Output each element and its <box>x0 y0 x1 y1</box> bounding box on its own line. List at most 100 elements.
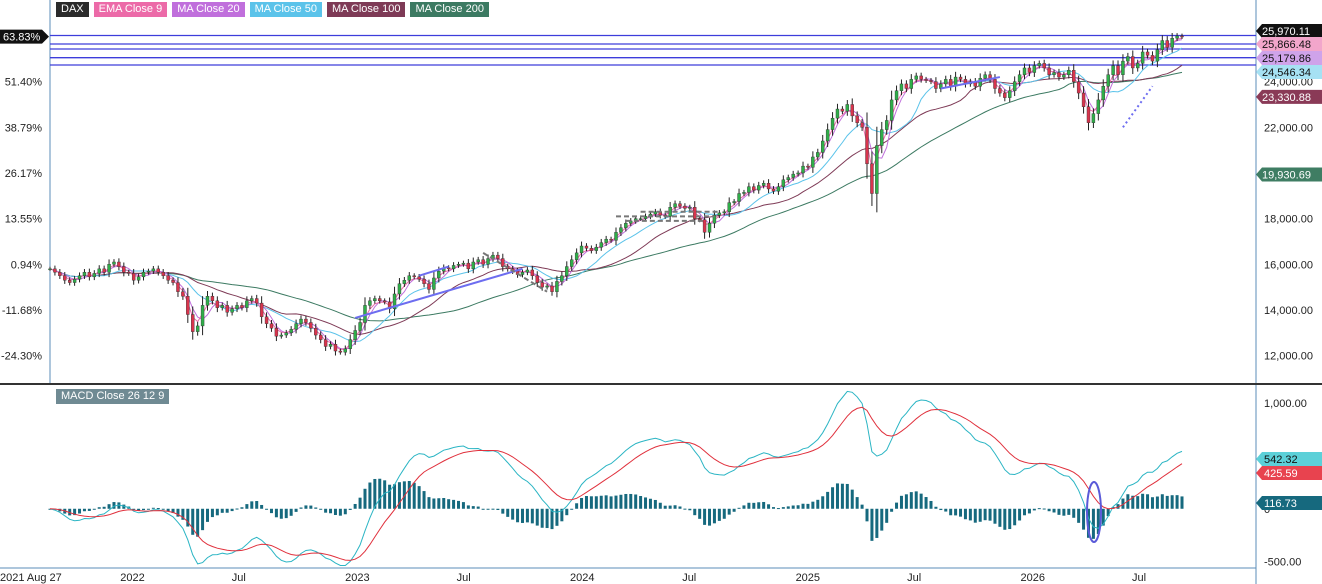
macd-histogram-bar <box>959 508 963 517</box>
candle-body <box>722 211 726 214</box>
macd-histogram-bar <box>412 482 416 509</box>
trendline-2023b <box>418 265 449 277</box>
candle-body <box>1116 65 1120 75</box>
candle-body <box>870 163 874 194</box>
macd-histogram-bar <box>968 508 972 521</box>
price-tick-label: 18,000.00 <box>1264 214 1313 226</box>
candle-body <box>865 127 869 165</box>
macd-histogram-bar <box>821 496 825 509</box>
macd-legend[interactable]: MACD Close 26 12 9 <box>56 389 170 404</box>
macd-histogram-bar <box>668 505 672 509</box>
macd-histogram-bar <box>161 508 165 510</box>
macd-histogram-bar <box>220 508 224 513</box>
macd-histogram-bar <box>388 484 392 509</box>
macd-value-tag <box>1256 452 1322 466</box>
candle-body <box>993 79 997 89</box>
macd-histogram-bar <box>535 508 539 526</box>
trend-drawings <box>354 76 1154 319</box>
macd-histogram-bar <box>520 508 524 523</box>
macd-histogram-bar <box>722 508 726 519</box>
candle-body <box>884 120 889 130</box>
macd-histogram-bar <box>575 503 579 509</box>
macd-histogram-bar <box>919 493 923 509</box>
macd-histogram-bar <box>781 507 785 509</box>
candle-body <box>407 275 411 281</box>
macd-histogram-bar <box>1121 498 1125 509</box>
macd-histogram-bar <box>757 502 761 509</box>
macd-histogram-bar <box>875 508 879 538</box>
candle-body <box>860 122 864 128</box>
macd-histogram-bar <box>580 497 584 509</box>
candle-body <box>417 276 421 280</box>
legend-ma50[interactable]: MA Close 50 <box>249 2 322 17</box>
candle-body <box>683 205 687 209</box>
candle-body <box>1126 56 1130 62</box>
macd-histogram-bar <box>501 508 505 514</box>
macd-histogram-bar <box>1037 508 1041 510</box>
candle-body <box>1150 55 1155 62</box>
macd-histogram-bar <box>895 502 899 509</box>
candle-body <box>796 172 800 175</box>
signal-line <box>49 406 1183 561</box>
last-value-label: 25,970.11 <box>1262 26 1310 38</box>
axes: 12,000.0014,000.0016,000.0018,000.0020,0… <box>0 24 1322 584</box>
candle-body <box>53 268 57 273</box>
macd-histogram-bar <box>373 478 377 509</box>
candle-body <box>112 261 116 265</box>
macd-histogram-bar <box>122 504 126 509</box>
candle-body <box>82 272 87 276</box>
macd-histogram-bar <box>771 507 775 509</box>
last-value-label: 25,179.86 <box>1262 53 1311 65</box>
candle-body <box>983 74 987 79</box>
candle-body <box>747 186 751 193</box>
macd-histogram-bar <box>786 506 790 509</box>
candle-body <box>1175 35 1179 39</box>
macd-histogram-bar <box>550 508 554 530</box>
legend-dax[interactable]: DAX <box>56 2 89 17</box>
macd-histogram-bar <box>1027 508 1031 514</box>
macd-histogram-bar <box>732 508 736 512</box>
candle-body <box>619 227 623 233</box>
candle-body <box>215 300 220 308</box>
candle-body <box>816 152 820 158</box>
candle-body <box>1121 60 1125 75</box>
legend-ma200[interactable]: MA Close 200 <box>410 2 489 17</box>
macd-histogram-bar <box>309 505 313 509</box>
candle-body <box>673 203 677 208</box>
macd-line <box>49 390 1183 566</box>
macd-histogram-bar <box>904 494 908 509</box>
candle-body <box>1062 74 1066 78</box>
candle-body <box>840 108 845 112</box>
macd-histogram-bar <box>1141 493 1145 509</box>
macd-histogram-bar <box>171 508 175 514</box>
macd-histogram-bar <box>909 492 913 509</box>
macd-histogram-bar <box>703 508 707 525</box>
legend-ma20[interactable]: MA Close 20 <box>172 2 245 17</box>
candle-body <box>845 104 850 112</box>
candle-body <box>1101 86 1105 101</box>
candle-body <box>806 165 810 168</box>
candle-body <box>501 258 505 267</box>
candle-body <box>1008 90 1012 98</box>
macd-histogram-bar <box>570 508 574 510</box>
macd-histogram-bar <box>516 508 520 523</box>
macd-histogram-bar <box>92 508 96 510</box>
macd-histogram-bar <box>1101 508 1105 526</box>
candle-body <box>998 88 1002 94</box>
macd-histogram-bar <box>742 505 746 509</box>
macd-histogram-bar <box>604 495 608 509</box>
candle-body <box>717 212 722 216</box>
macd-histogram-bar <box>1067 508 1071 515</box>
candle-body <box>1047 67 1051 75</box>
candle-body <box>1091 113 1096 123</box>
candle-body <box>368 300 372 306</box>
candle-body <box>830 117 835 130</box>
macd-histogram-bar <box>801 503 805 509</box>
legend-ma100[interactable]: MA Close 100 <box>326 2 406 17</box>
candle-body <box>1076 81 1081 94</box>
candle-body <box>1096 99 1101 114</box>
legend-ema9[interactable]: EMA Close 9 <box>93 2 168 17</box>
macd-histogram-bar <box>890 508 894 512</box>
